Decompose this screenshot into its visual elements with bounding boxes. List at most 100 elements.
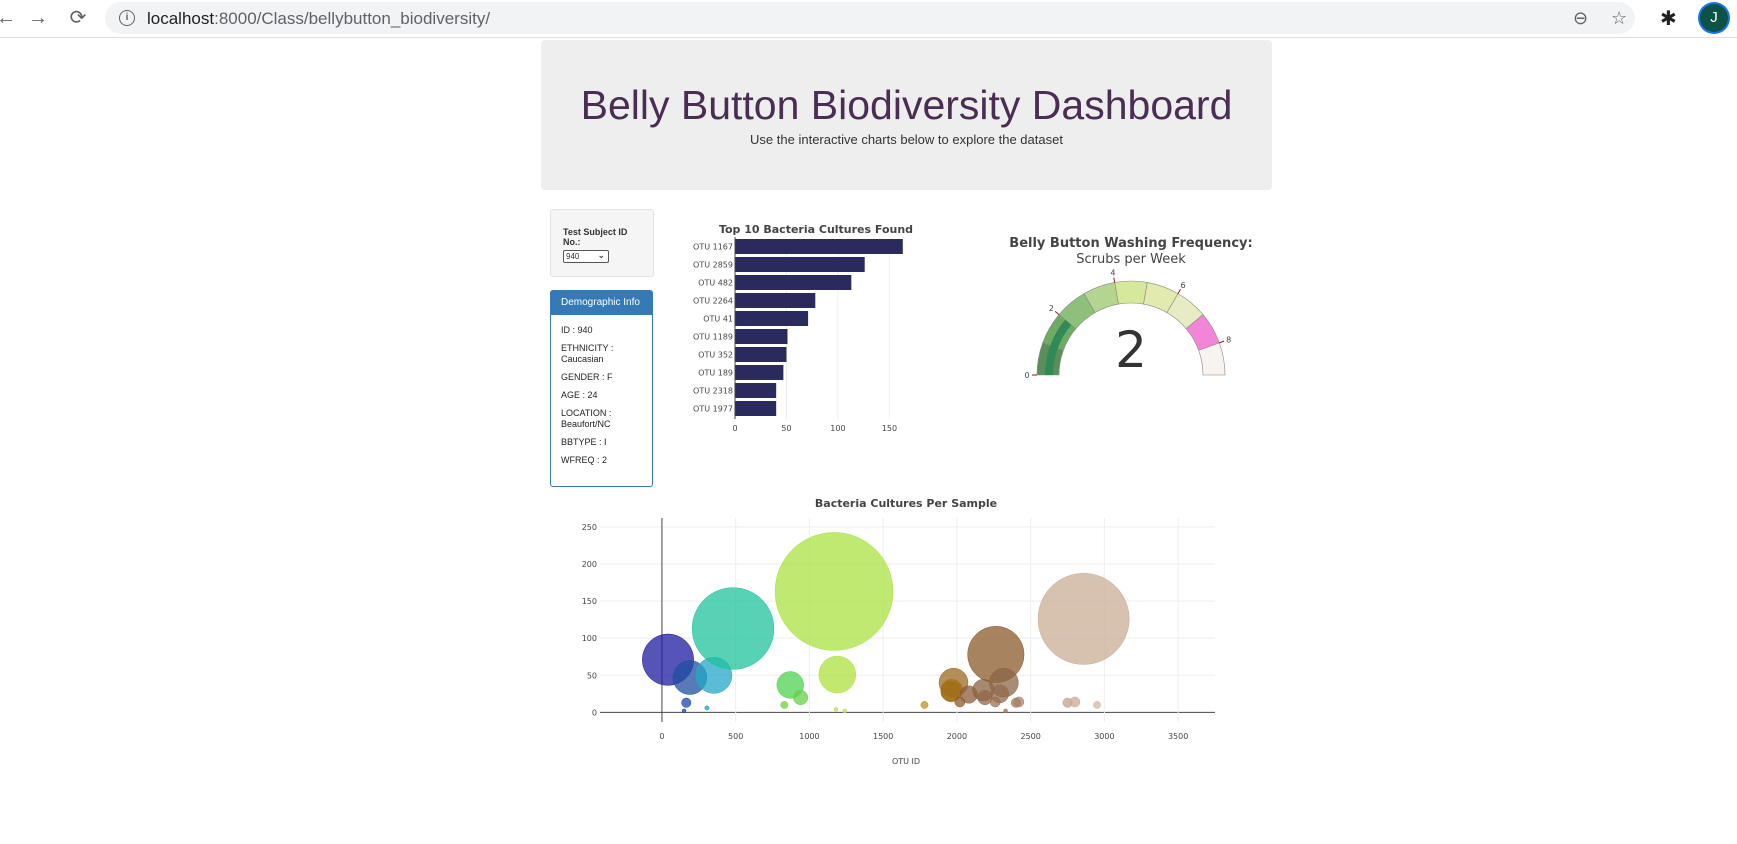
bubble[interactable] bbox=[833, 707, 839, 712]
bubble[interactable] bbox=[1093, 701, 1101, 709]
bubble[interactable] bbox=[920, 701, 929, 709]
gauge-value-bar bbox=[1045, 319, 1072, 375]
back-icon[interactable]: ← bbox=[0, 7, 16, 29]
panel-heading: Demographic Info bbox=[551, 291, 652, 315]
bar-y-tick: OTU 2318 bbox=[693, 387, 733, 396]
bar-y-tick: OTU 1167 bbox=[693, 243, 733, 252]
bubble[interactable] bbox=[704, 705, 710, 711]
bubble-y-tick: 0 bbox=[592, 708, 597, 717]
page-subtitle: Use the interactive charts below to expl… bbox=[750, 132, 1063, 147]
bar[interactable] bbox=[735, 239, 903, 254]
bubble-y-tick: 150 bbox=[582, 597, 597, 606]
bar-y-tick: OTU 352 bbox=[698, 351, 733, 360]
bubble[interactable] bbox=[1003, 708, 1008, 714]
bubble[interactable] bbox=[989, 696, 1001, 708]
site-info-icon[interactable]: i bbox=[119, 10, 135, 26]
subject-id-select[interactable]: 940 ⌄ bbox=[563, 250, 609, 263]
gauge-subtitle: Scrubs per Week bbox=[1076, 252, 1186, 267]
bar[interactable] bbox=[735, 401, 777, 416]
bar-y-tick: OTU 482 bbox=[698, 279, 733, 288]
bar-x-tick: 50 bbox=[781, 424, 791, 433]
bar[interactable] bbox=[735, 257, 865, 272]
forward-icon[interactable]: → bbox=[28, 7, 48, 29]
bubble[interactable] bbox=[1069, 696, 1081, 708]
browser-toolbar: ← → ⟳ i localhost:8000/Class/bellybutton… bbox=[0, 0, 1737, 38]
bar-y-tick: OTU 2859 bbox=[693, 261, 733, 270]
bubble[interactable] bbox=[793, 690, 809, 706]
bubble[interactable] bbox=[818, 655, 857, 694]
star-icon[interactable]: ☆ bbox=[1611, 8, 1628, 28]
bar[interactable] bbox=[735, 383, 777, 398]
profile-avatar[interactable]: J bbox=[1700, 4, 1728, 32]
bubble[interactable] bbox=[780, 701, 789, 709]
bubble-y-tick: 200 bbox=[582, 560, 597, 569]
bubble-x-tick: 2000 bbox=[947, 732, 967, 741]
bubble-x-tick: 500 bbox=[728, 732, 743, 741]
bubble-y-tick: 50 bbox=[587, 671, 597, 680]
gauge-value: 2 bbox=[1115, 321, 1147, 379]
demographic-row: BBTYPE : I bbox=[561, 437, 607, 447]
header-jumbotron: Belly Button Biodiversity Dashboard Use … bbox=[541, 40, 1272, 190]
bar-x-tick: 100 bbox=[830, 424, 845, 433]
bubble-y-tick: 100 bbox=[582, 634, 597, 643]
url-text[interactable]: localhost:8000/Class/bellybutton_biodive… bbox=[147, 9, 491, 28]
gauge-step bbox=[1198, 342, 1226, 376]
gauge-title: Belly Button Washing Frequency: bbox=[1009, 236, 1252, 251]
bubble[interactable] bbox=[1013, 696, 1025, 708]
bubble[interactable] bbox=[681, 708, 687, 714]
bubble-chart: Bacteria Cultures Per Sample 0 50 100 150 200… bbox=[582, 497, 1215, 766]
bar[interactable] bbox=[735, 347, 787, 362]
bar-y-tick: OTU 41 bbox=[703, 315, 733, 324]
gauge-step bbox=[1114, 280, 1148, 305]
demographic-row: ID : 940 bbox=[561, 325, 593, 335]
gauge-tick-label: 0 bbox=[1024, 371, 1029, 380]
bar[interactable] bbox=[735, 329, 788, 344]
bar-y-tick: OTU 1189 bbox=[693, 333, 733, 342]
bubble-x-tick: 3500 bbox=[1168, 732, 1188, 741]
chevron-down-icon: ⌄ bbox=[597, 250, 605, 260]
bar-y-tick: OTU 2264 bbox=[693, 297, 733, 306]
address-bar[interactable]: i localhost:8000/Class/bellybutton_biodi… bbox=[105, 2, 1635, 34]
demographic-row: GENDER : F bbox=[561, 372, 613, 382]
gauge-chart: Belly Button Washing Frequency:Scrubs pe… bbox=[1009, 236, 1252, 380]
gauge-tick-label: 6 bbox=[1180, 281, 1185, 290]
bubble-x-tick: 0 bbox=[659, 732, 664, 741]
gauge-tick-label: 4 bbox=[1110, 269, 1115, 278]
bubble-chart-title: Bacteria Cultures Per Sample bbox=[815, 497, 997, 510]
bar-x-tick: 0 bbox=[732, 424, 737, 433]
reload-icon[interactable]: ⟳ bbox=[69, 7, 87, 29]
bubble[interactable] bbox=[842, 708, 848, 714]
gauge-tick-mark bbox=[1177, 289, 1181, 294]
gauge-tick-label: 8 bbox=[1226, 335, 1231, 344]
demographic-list: ID : 940 ETHNICITY : Caucasian GENDER : F A… bbox=[551, 315, 652, 466]
page-title: Belly Button Biodiversity Dashboard bbox=[580, 82, 1233, 128]
bar-y-tick: OTU 189 bbox=[698, 369, 733, 378]
bubble-x-tick: 1000 bbox=[799, 732, 819, 741]
gauge-tick-label: 2 bbox=[1049, 304, 1054, 313]
bubble-x-tick: 2500 bbox=[1020, 732, 1040, 741]
bar-x-tick: 150 bbox=[882, 424, 897, 433]
bar-chart: Top 10 Bacteria Cultures Found 0 50 100 150 O… bbox=[693, 223, 913, 433]
selector-label: Test Subject ID No.: bbox=[563, 227, 628, 247]
bubble-x-tick: 3000 bbox=[1094, 732, 1114, 741]
gauge-tick-mark bbox=[1219, 340, 1225, 344]
bar-y-tick: OTU 1977 bbox=[693, 405, 733, 414]
gauge-tick-mark bbox=[1054, 310, 1060, 315]
demographic-panel: Demographic Info ID : 940 ETHNICITY : Cau… bbox=[550, 290, 653, 487]
demographic-row: LOCATION : Beaufort/NC bbox=[561, 408, 612, 429]
bubble[interactable] bbox=[1037, 573, 1130, 665]
bubble-x-tick: 1500 bbox=[873, 732, 893, 741]
demographic-row: WFREQ : 2 bbox=[561, 455, 608, 465]
bar[interactable] bbox=[735, 275, 852, 290]
gauge-tick-mark bbox=[1113, 277, 1116, 283]
zoom-icon[interactable]: ⊖ bbox=[1573, 8, 1589, 28]
bar[interactable] bbox=[735, 365, 784, 380]
puzzle-icon[interactable]: ✱ bbox=[1660, 8, 1677, 30]
bubble-x-label: OTU ID bbox=[892, 757, 920, 766]
bubble[interactable] bbox=[691, 587, 775, 670]
subject-selector-well: Test Subject ID No.: 940 ⌄ bbox=[550, 209, 654, 277]
bar[interactable] bbox=[735, 293, 816, 308]
bar[interactable] bbox=[735, 311, 809, 326]
bubble[interactable] bbox=[681, 697, 692, 708]
bubble[interactable] bbox=[774, 532, 894, 651]
